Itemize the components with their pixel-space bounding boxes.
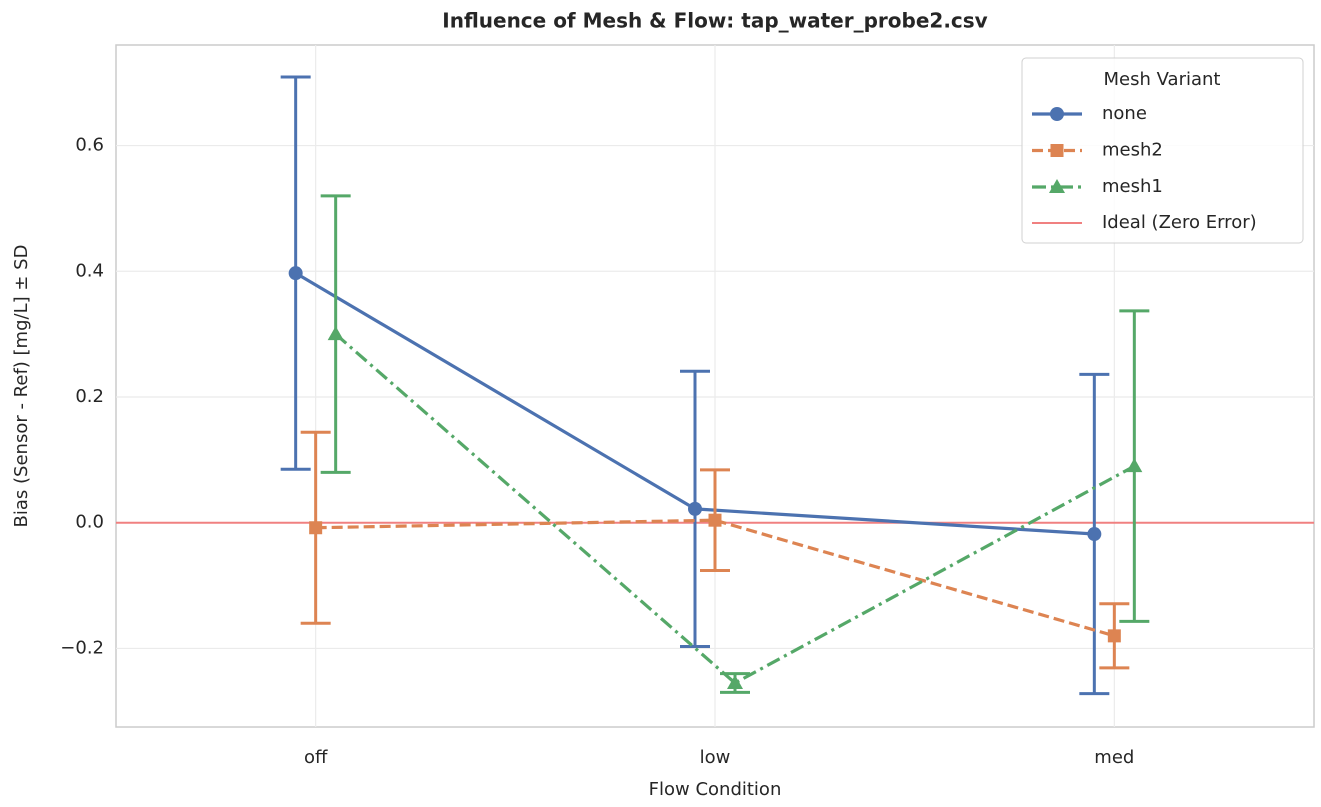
legend-box xyxy=(1021,57,1304,244)
legend-label: mesh2 xyxy=(1102,140,1163,161)
y-tick-label: 0.2 xyxy=(75,386,104,407)
marker xyxy=(1050,144,1064,157)
marker xyxy=(1049,179,1065,193)
marker xyxy=(688,501,702,516)
marker xyxy=(708,513,722,527)
y-tick-label: 0.0 xyxy=(75,512,104,533)
chart-title: Influence of Mesh & Flow: tap_water_prob… xyxy=(442,9,987,33)
y-tick-label: −0.2 xyxy=(60,637,104,658)
x-tick-label: off xyxy=(304,747,328,768)
legend-label: Ideal (Zero Error) xyxy=(1102,212,1257,233)
marker xyxy=(1050,107,1064,121)
x-tick-label: low xyxy=(700,747,731,768)
marker xyxy=(1087,527,1102,542)
y-tick-label: 0.6 xyxy=(75,135,104,156)
series-line xyxy=(315,518,1115,638)
legend-label: none xyxy=(1102,103,1147,124)
marker xyxy=(1107,629,1121,643)
x-tick-label: med xyxy=(1094,747,1134,768)
marker xyxy=(288,266,303,281)
legend: Mesh Variant none mesh2 mesh1 Ideal (Zero Er… xyxy=(1021,57,1304,244)
marker xyxy=(727,675,743,689)
marker xyxy=(327,326,344,341)
y-tick-label: 0.4 xyxy=(75,260,104,281)
legend-title: Mesh Variant xyxy=(1104,69,1221,90)
x-axis-label: Flow Condition xyxy=(649,779,782,800)
marker xyxy=(1126,458,1143,473)
marker xyxy=(309,521,323,535)
legend-label: mesh1 xyxy=(1102,176,1163,197)
y-axis-label: Bias (Sensor - Ref) [mg/L] ± SD xyxy=(11,245,32,528)
